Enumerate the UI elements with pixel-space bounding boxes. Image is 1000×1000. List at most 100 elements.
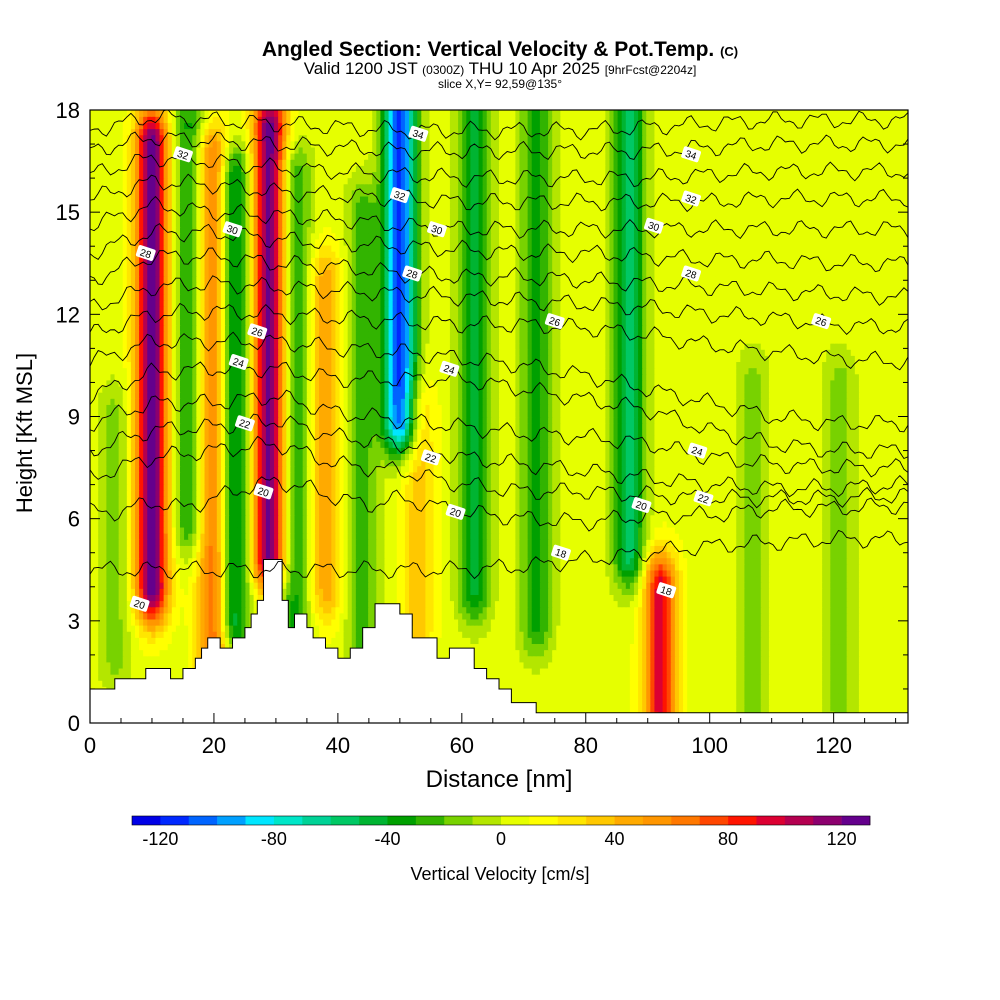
velocity-cell bbox=[90, 643, 95, 651]
velocity-cell bbox=[691, 594, 697, 602]
velocity-cell bbox=[695, 704, 701, 712]
velocity-cell bbox=[654, 582, 660, 589]
velocity-cell bbox=[523, 588, 529, 595]
velocity-cell bbox=[723, 588, 729, 595]
velocity-cell bbox=[90, 631, 95, 638]
velocity-cell bbox=[572, 588, 578, 595]
velocity-cell bbox=[486, 569, 492, 577]
velocity-cell bbox=[674, 698, 680, 706]
velocity-cell bbox=[899, 594, 905, 602]
velocity-cell bbox=[752, 624, 758, 632]
velocity-cell bbox=[535, 575, 541, 583]
velocity-cell bbox=[531, 600, 537, 608]
velocity-cell bbox=[143, 637, 148, 645]
velocity-cell bbox=[822, 704, 827, 712]
velocity-cell bbox=[605, 588, 611, 595]
velocity-cell bbox=[331, 631, 337, 638]
velocity-cell bbox=[703, 673, 709, 681]
velocity-cell bbox=[241, 588, 247, 595]
velocity-cell bbox=[678, 631, 684, 638]
velocity-cell bbox=[106, 594, 112, 602]
velocity-cell bbox=[646, 612, 652, 620]
velocity-cell bbox=[646, 631, 652, 638]
velocity-cell bbox=[220, 606, 226, 614]
velocity-cell bbox=[171, 673, 177, 681]
velocity-cell bbox=[891, 612, 897, 620]
velocity-cell bbox=[887, 673, 893, 681]
velocity-cell bbox=[728, 600, 733, 608]
velocity-cell bbox=[511, 698, 517, 706]
velocity-cell bbox=[728, 594, 733, 602]
velocity-cell bbox=[740, 637, 746, 645]
velocity-cell bbox=[895, 655, 901, 663]
velocity-cell bbox=[699, 618, 705, 626]
velocity-cell bbox=[339, 582, 345, 589]
velocity-cell bbox=[327, 582, 333, 589]
velocity-cell bbox=[687, 649, 692, 657]
velocity-cell bbox=[310, 582, 316, 589]
velocity-cell bbox=[560, 624, 566, 632]
velocity-cell bbox=[617, 588, 623, 595]
velocity-cell bbox=[740, 588, 746, 595]
velocity-cell bbox=[732, 667, 737, 675]
velocity-cell bbox=[319, 594, 324, 602]
velocity-cell bbox=[482, 600, 488, 608]
velocity-cell bbox=[732, 624, 737, 632]
velocity-cell bbox=[850, 606, 856, 614]
velocity-cell bbox=[110, 588, 116, 595]
velocity-cell bbox=[184, 588, 189, 595]
velocity-cell bbox=[809, 588, 815, 595]
velocity-cell bbox=[490, 606, 496, 614]
velocity-cell bbox=[777, 600, 782, 608]
velocity-cell bbox=[666, 618, 672, 626]
velocity-cell bbox=[441, 600, 447, 608]
velocity-cell bbox=[507, 569, 512, 577]
velocity-cell bbox=[793, 649, 799, 657]
velocity-cell bbox=[249, 582, 255, 589]
velocity-cell bbox=[621, 667, 627, 675]
velocity-cell bbox=[768, 600, 774, 608]
velocity-cell bbox=[306, 618, 312, 626]
velocity-cell bbox=[642, 582, 647, 589]
velocity-cell bbox=[711, 569, 717, 577]
velocity-cell bbox=[290, 588, 296, 595]
velocity-cell bbox=[670, 649, 676, 657]
velocity-cell bbox=[867, 600, 872, 608]
velocity-cell bbox=[445, 588, 451, 595]
velocity-cell bbox=[858, 606, 864, 614]
velocity-cell bbox=[818, 582, 823, 589]
velocity-cell bbox=[752, 680, 758, 687]
velocity-cell bbox=[699, 612, 705, 620]
velocity-cell bbox=[494, 655, 500, 663]
velocity-cell bbox=[224, 594, 230, 602]
velocity-cell bbox=[609, 594, 615, 602]
velocity-cell bbox=[474, 643, 480, 651]
velocity-cell bbox=[118, 649, 124, 657]
velocity-cell bbox=[642, 686, 647, 694]
velocity-cell bbox=[130, 631, 136, 638]
velocity-cell bbox=[576, 686, 582, 694]
velocity-cell bbox=[539, 673, 545, 681]
velocity-cell bbox=[646, 624, 652, 632]
velocity-cell bbox=[666, 680, 672, 687]
velocity-cell bbox=[535, 667, 541, 675]
velocity-cell bbox=[854, 692, 860, 700]
velocity-cell bbox=[903, 588, 908, 595]
velocity-cell bbox=[846, 624, 852, 632]
velocity-cell bbox=[760, 631, 766, 638]
velocity-cell bbox=[785, 575, 791, 583]
velocity-cell bbox=[617, 649, 623, 657]
velocity-cell bbox=[245, 569, 251, 577]
velocity-cell bbox=[159, 643, 165, 651]
velocity-cell bbox=[94, 600, 99, 608]
velocity-cell bbox=[858, 673, 864, 681]
velocity-cell bbox=[511, 686, 517, 694]
velocity-cell bbox=[805, 594, 811, 602]
velocity-cell bbox=[110, 661, 116, 669]
velocity-cell bbox=[470, 624, 476, 632]
velocity-cell bbox=[719, 575, 725, 583]
velocity-cell bbox=[114, 643, 120, 651]
velocity-cell bbox=[723, 649, 729, 657]
velocity-cell bbox=[568, 704, 574, 712]
velocity-cell bbox=[556, 649, 562, 657]
